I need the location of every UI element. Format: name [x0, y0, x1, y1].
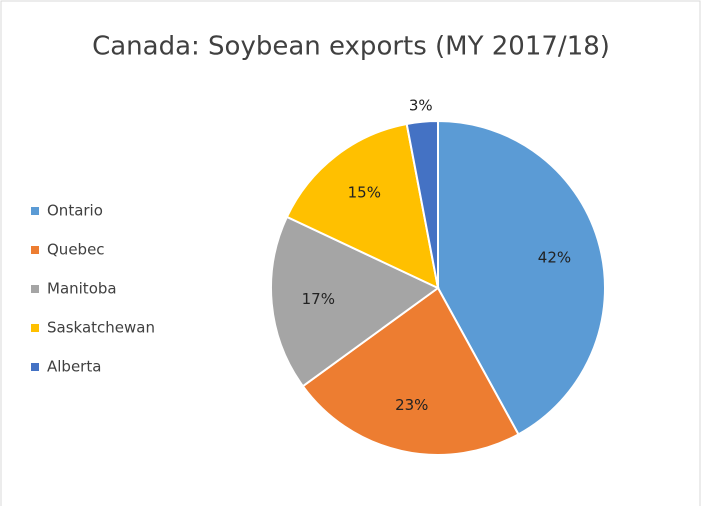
data-label: 15% [348, 183, 381, 201]
data-label: 3% [409, 96, 433, 114]
pie-slice [405, 119, 439, 289]
legend-swatch [31, 363, 39, 371]
pie-slice [270, 215, 440, 388]
legend-swatch [31, 324, 39, 332]
data-label: 17% [302, 290, 335, 308]
pie-slice [301, 286, 520, 456]
legend-label: Quebec [47, 241, 105, 259]
chart-title: Canada: Soybean exports (MY 2017/18) [92, 32, 610, 62]
legend-label: Alberta [47, 358, 101, 376]
legend-swatch [31, 207, 39, 215]
legend-label: Manitoba [47, 280, 117, 298]
legend-label: Ontario [47, 202, 103, 220]
legend-swatch [31, 285, 39, 293]
legend-label: Saskatchewan [47, 319, 155, 337]
data-label: 42% [538, 249, 571, 267]
pie-slice [285, 122, 440, 290]
legend-swatch [31, 246, 39, 254]
data-label: 23% [395, 396, 428, 414]
pie-slice [437, 119, 606, 436]
